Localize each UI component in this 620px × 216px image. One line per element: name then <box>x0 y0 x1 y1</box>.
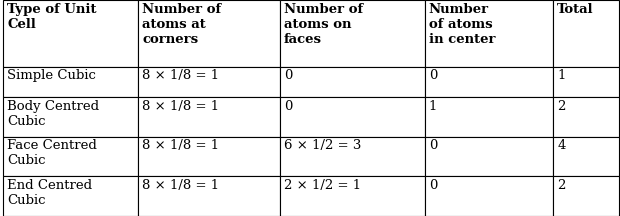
Text: Type of Unit
Cell: Type of Unit Cell <box>7 3 97 31</box>
Text: 8 × 1/8 = 1: 8 × 1/8 = 1 <box>143 70 219 83</box>
Text: Simple Cubic: Simple Cubic <box>7 70 96 83</box>
Bar <box>138 0 280 67</box>
Text: 4: 4 <box>557 139 565 152</box>
Bar <box>280 97 425 137</box>
Bar <box>138 97 280 137</box>
Text: 6 × 1/2 = 3: 6 × 1/2 = 3 <box>284 139 361 152</box>
Bar <box>3 97 138 137</box>
Text: Number
of atoms
in center: Number of atoms in center <box>429 3 495 46</box>
Bar <box>553 97 619 137</box>
Bar <box>138 67 280 97</box>
Text: 0: 0 <box>429 179 437 192</box>
Text: 0: 0 <box>429 70 437 83</box>
Bar <box>553 0 619 67</box>
Bar <box>280 67 425 97</box>
Text: 0: 0 <box>284 70 293 83</box>
Bar <box>3 176 138 216</box>
Text: Face Centred
Cubic: Face Centred Cubic <box>7 139 97 167</box>
Text: End Centred
Cubic: End Centred Cubic <box>7 179 92 207</box>
Bar <box>425 137 553 176</box>
Text: 0: 0 <box>284 100 293 113</box>
Text: Total: Total <box>557 3 594 16</box>
Bar <box>3 0 138 67</box>
Text: 2: 2 <box>557 100 565 113</box>
Bar <box>553 137 619 176</box>
Text: 1: 1 <box>429 100 437 113</box>
Bar <box>425 67 553 97</box>
Bar <box>425 176 553 216</box>
Bar <box>280 137 425 176</box>
Text: 8 × 1/8 = 1: 8 × 1/8 = 1 <box>143 100 219 113</box>
Text: 1: 1 <box>557 70 565 83</box>
Text: 0: 0 <box>429 139 437 152</box>
Bar <box>553 176 619 216</box>
Bar <box>138 176 280 216</box>
Text: 2 × 1/2 = 1: 2 × 1/2 = 1 <box>284 179 361 192</box>
Bar <box>3 67 138 97</box>
Bar <box>425 0 553 67</box>
Text: Body Centred
Cubic: Body Centred Cubic <box>7 100 100 128</box>
Bar <box>3 137 138 176</box>
Bar <box>425 97 553 137</box>
Text: Number of
atoms at
corners: Number of atoms at corners <box>143 3 221 46</box>
Bar <box>280 176 425 216</box>
Bar <box>138 137 280 176</box>
Text: 8 × 1/8 = 1: 8 × 1/8 = 1 <box>143 179 219 192</box>
Text: 8 × 1/8 = 1: 8 × 1/8 = 1 <box>143 139 219 152</box>
Text: 2: 2 <box>557 179 565 192</box>
Text: Number of
atoms on
faces: Number of atoms on faces <box>284 3 363 46</box>
Bar <box>553 67 619 97</box>
Bar <box>280 0 425 67</box>
